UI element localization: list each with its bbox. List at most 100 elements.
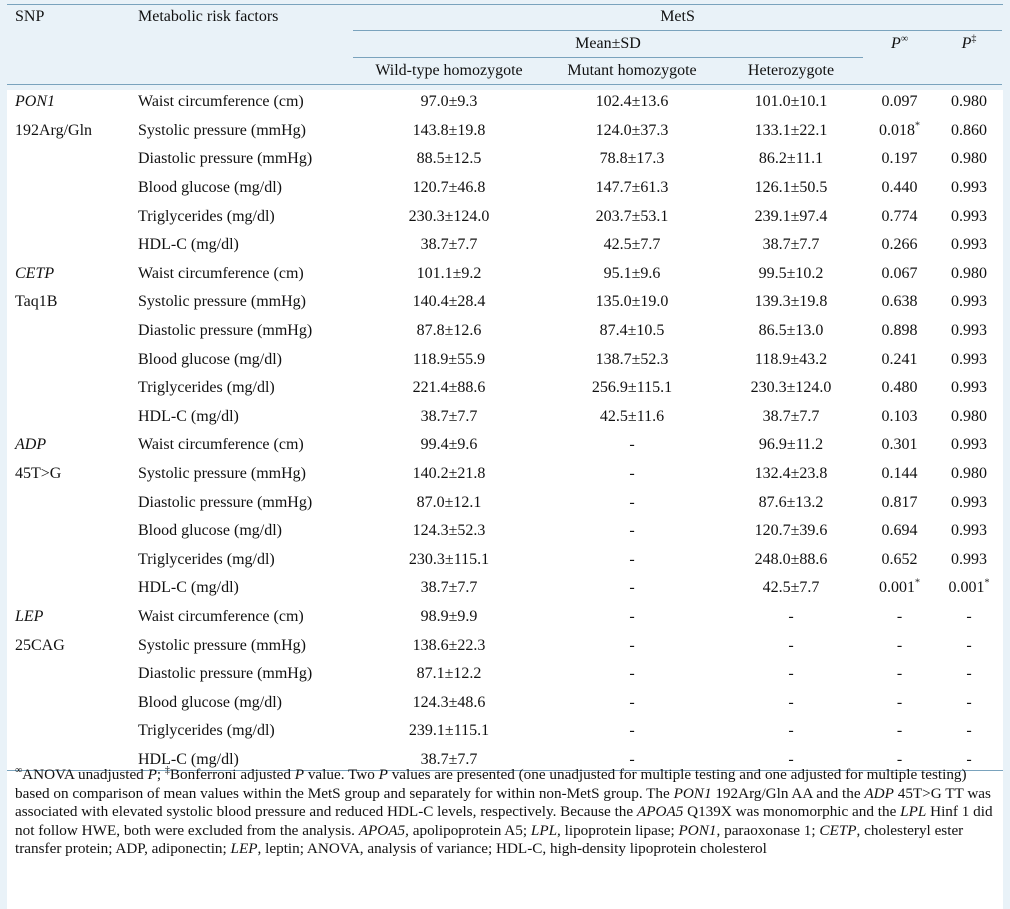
risk-factor-label: HDL-C (mg/dl)	[138, 750, 239, 768]
table-row: Triglycerides (mg/dl) 230.3±124.0 203.7±53…	[7, 202, 1002, 231]
risk-factor-label: Waist circumference (cm)	[138, 93, 304, 111]
risk-factor-label: Waist circumference (cm)	[138, 264, 304, 282]
bottom-rule	[7, 770, 1003, 771]
risk-factor-label: Systolic pressure (mmHg)	[138, 121, 306, 139]
snp-cell: 192Arg/Gln	[7, 117, 130, 146]
p-adjusted-value: 0.993	[951, 550, 988, 568]
p-adjusted-value: 0.993	[951, 379, 988, 397]
wild-type-value: 101.1±9.2	[416, 264, 482, 282]
snp-gene-name: PON1	[15, 93, 55, 111]
heterozygote-value: -	[788, 693, 794, 711]
wild-type-value: 120.7±46.8	[412, 179, 486, 197]
risk-factor-label: Systolic pressure (mmHg)	[138, 293, 306, 311]
p-adjusted-value: 0.993	[951, 436, 988, 454]
p-unadjusted-value: 0.103	[881, 407, 918, 425]
heterozygote-value: 38.7±7.7	[762, 407, 820, 425]
p-unadjusted-value: 0.001*	[879, 578, 920, 597]
snp-cell	[7, 403, 130, 432]
wild-type-value: 230.3±124.0	[408, 207, 490, 225]
p-unadjusted-value: -	[896, 665, 903, 683]
risk-factor-label: HDL-C (mg/dl)	[138, 407, 239, 425]
p-unadjusted-value: -	[896, 722, 903, 740]
header-mets: MetS	[353, 4, 1003, 31]
heterozygote-value: 133.1±22.1	[754, 121, 828, 139]
mutant-value: 87.4±10.5	[599, 322, 665, 340]
header-mutant: Mutant homozygote	[545, 57, 719, 85]
mutant-value: 138.7±52.3	[595, 350, 669, 368]
table-row: HDL-C (mg/dl) 38.7±7.7 - 42.5±7.7 0.001* 0.00…	[7, 574, 1002, 603]
table-row: PON1 Waist circumference (cm) 97.0±9.3 102.…	[7, 85, 1002, 117]
risk-factor-label: Waist circumference (cm)	[138, 436, 304, 454]
risk-factor-label: Diastolic pressure (mmHg)	[138, 493, 313, 511]
wild-type-value: 38.7±7.7	[420, 236, 478, 254]
snp-cell	[7, 517, 130, 546]
header-snp: SNP	[15, 8, 45, 26]
p-unadjusted-value: 0.097	[881, 93, 918, 111]
table-row: CETP Waist circumference (cm) 101.1±9.2 95.…	[7, 260, 1002, 289]
heterozygote-value: 139.3±19.8	[754, 293, 828, 311]
risk-factor-label: Triglycerides (mg/dl)	[138, 722, 275, 740]
p-adjusted-value: 0.980	[951, 93, 988, 111]
header-p-adjusted: P‡	[961, 33, 977, 53]
p-adjusted-value: -	[966, 607, 972, 625]
table-row: ADP Waist circumference (cm) 99.4±9.6 - 96.9…	[7, 431, 1002, 460]
mutant-value: 147.7±61.3	[595, 179, 669, 197]
heterozygote-value: -	[788, 607, 794, 625]
snp-cell	[7, 145, 130, 174]
p-adjusted-value: 0.993	[951, 493, 988, 511]
heterozygote-value: 87.6±13.2	[758, 493, 824, 511]
p-adjusted-value: 0.993	[951, 179, 988, 197]
risk-factor-label: Triglycerides (mg/dl)	[138, 379, 275, 397]
snp-variant: 192Arg/Gln	[15, 121, 93, 139]
heterozygote-value: -	[788, 722, 794, 740]
mutant-value: -	[629, 465, 635, 483]
p-unadjusted-value: 0.638	[881, 293, 918, 311]
wild-type-value: 124.3±52.3	[412, 522, 486, 540]
risk-factor-label: Blood glucose (mg/dl)	[138, 179, 282, 197]
wild-type-value: 38.7±7.7	[420, 407, 478, 425]
wild-type-value: 87.0±12.1	[416, 493, 482, 511]
table-row: Triglycerides (mg/dl) 230.3±115.1 - 248.0±8…	[7, 546, 1002, 575]
heterozygote-value: 38.7±7.7	[762, 236, 820, 254]
heterozygote-value: 86.2±11.1	[758, 150, 824, 168]
mutant-value: -	[629, 665, 635, 683]
snp-gene-name: ADP	[15, 436, 47, 454]
table-body-background	[7, 90, 1003, 770]
mutant-value: -	[629, 493, 635, 511]
p-adjusted-value: 0.993	[951, 322, 988, 340]
table-row: 192Arg/Gln Systolic pressure (mmHg) 143.8±…	[7, 117, 1002, 146]
mutant-value: -	[629, 750, 635, 768]
snp-cell: CETP	[7, 260, 130, 289]
p-unadjusted-value: 0.817	[881, 493, 918, 511]
table-row: Taq1B Systolic pressure (mmHg) 140.4±28.4 1…	[7, 288, 1002, 317]
p-unadjusted-value: 0.241	[881, 350, 918, 368]
table-row: Diastolic pressure (mmHg) 88.5±12.5 78.8±1…	[7, 145, 1002, 174]
table-row: Triglycerides (mg/dl) 221.4±88.6 256.9±115…	[7, 374, 1002, 403]
snp-variant: Taq1B	[15, 293, 58, 311]
heterozygote-value: 132.4±23.8	[754, 465, 828, 483]
mutant-value: 256.9±115.1	[591, 379, 673, 397]
snp-cell	[7, 202, 130, 231]
snp-cell	[7, 546, 130, 575]
risk-factor-label: Blood glucose (mg/dl)	[138, 350, 282, 368]
table-header: SNP Metabolic risk factors MetS Mean±SD …	[7, 4, 1003, 85]
snp-cell: 25CAG	[7, 631, 130, 660]
risk-factor-label: Triglycerides (mg/dl)	[138, 550, 275, 568]
risk-factor-label: HDL-C (mg/dl)	[138, 236, 239, 254]
snp-cell	[7, 345, 130, 374]
snp-variant: 45T>G	[15, 465, 62, 483]
p-unadjusted-value: 0.266	[881, 236, 918, 254]
p-unadjusted-value: -	[896, 636, 903, 654]
risk-factor-label: HDL-C (mg/dl)	[138, 579, 239, 597]
p-adjusted-value: 0.980	[951, 264, 988, 282]
table-row: Diastolic pressure (mmHg) 87.1±12.2 - - - -	[7, 660, 1002, 689]
snp-cell	[7, 231, 130, 260]
risk-factor-label: Diastolic pressure (mmHg)	[138, 322, 313, 340]
p-unadjusted-value: -	[896, 750, 903, 768]
p-unadjusted-value: 0.144	[881, 465, 918, 483]
snp-cell: ADP	[7, 431, 130, 460]
table-row: Blood glucose (mg/dl) 118.9±55.9 138.7±52.…	[7, 345, 1002, 374]
snp-gene-name: CETP	[15, 264, 55, 282]
heterozygote-value: 248.0±88.6	[754, 550, 828, 568]
